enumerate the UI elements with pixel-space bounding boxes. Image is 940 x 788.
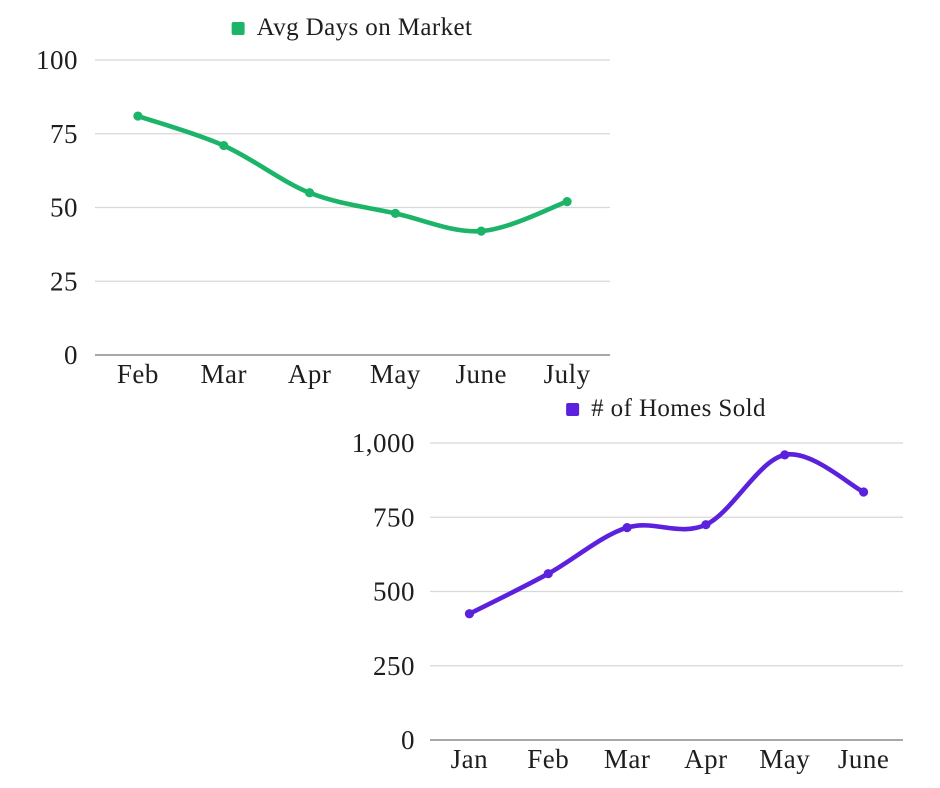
data-point [219, 140, 229, 151]
data-point [858, 487, 869, 497]
data-point [562, 197, 572, 207]
y-tick-label: 750 [373, 502, 415, 532]
x-tick-label: May [759, 744, 810, 774]
x-tick-label: May [370, 359, 421, 389]
y-tick-label: 500 [373, 577, 415, 607]
data-point [133, 111, 143, 121]
chart-1: 0 250 500 750 1,000 Jan Feb Mar Apr May June [352, 428, 903, 774]
data-point [701, 520, 711, 530]
y-tick-label: 50 [50, 193, 78, 223]
y-tick-label: 1,000 [352, 428, 415, 458]
data-point [476, 226, 486, 236]
x-tick-label: Apr [288, 359, 332, 389]
series-line [467, 452, 866, 617]
y-tick-label: 250 [373, 651, 415, 681]
x-tick-label: Mar [201, 359, 247, 389]
y-tick-label: 75 [50, 119, 78, 149]
chart-0: 0 25 50 75 100 Feb Mar Apr May June July [36, 45, 610, 389]
x-tick-label: June [838, 744, 890, 774]
legend-swatch-green-square-icon [231, 21, 245, 35]
data-point [780, 450, 790, 460]
x-tick-label: June [456, 359, 508, 389]
x-tick-label: Jan [451, 744, 489, 774]
data-point [464, 609, 475, 619]
data-point [622, 523, 632, 533]
legend-label-avg-days-on-market: Avg Days on Market [256, 14, 473, 41]
data-point [543, 569, 553, 579]
x-tick-label: Feb [527, 744, 569, 774]
y-tick-label: 0 [401, 725, 415, 755]
legend-swatch-purple-square-icon [566, 402, 580, 416]
x-tick-label: Apr [684, 744, 728, 774]
legend-label-homes-sold: # of Homes Sold [591, 395, 766, 422]
legend-homes-sold: # of Homes Sold [566, 394, 766, 424]
data-point [304, 188, 315, 198]
x-tick-label: Feb [117, 359, 159, 389]
y-tick-label: 25 [50, 266, 78, 296]
x-tick-label: Mar [604, 744, 650, 774]
legend-avg-days-on-market: Avg Days on Market [231, 13, 473, 43]
data-point [390, 208, 401, 218]
y-tick-label: 100 [36, 45, 78, 75]
series-line [135, 113, 570, 234]
y-tick-label: 0 [64, 340, 78, 370]
x-tick-label: July [544, 359, 591, 389]
